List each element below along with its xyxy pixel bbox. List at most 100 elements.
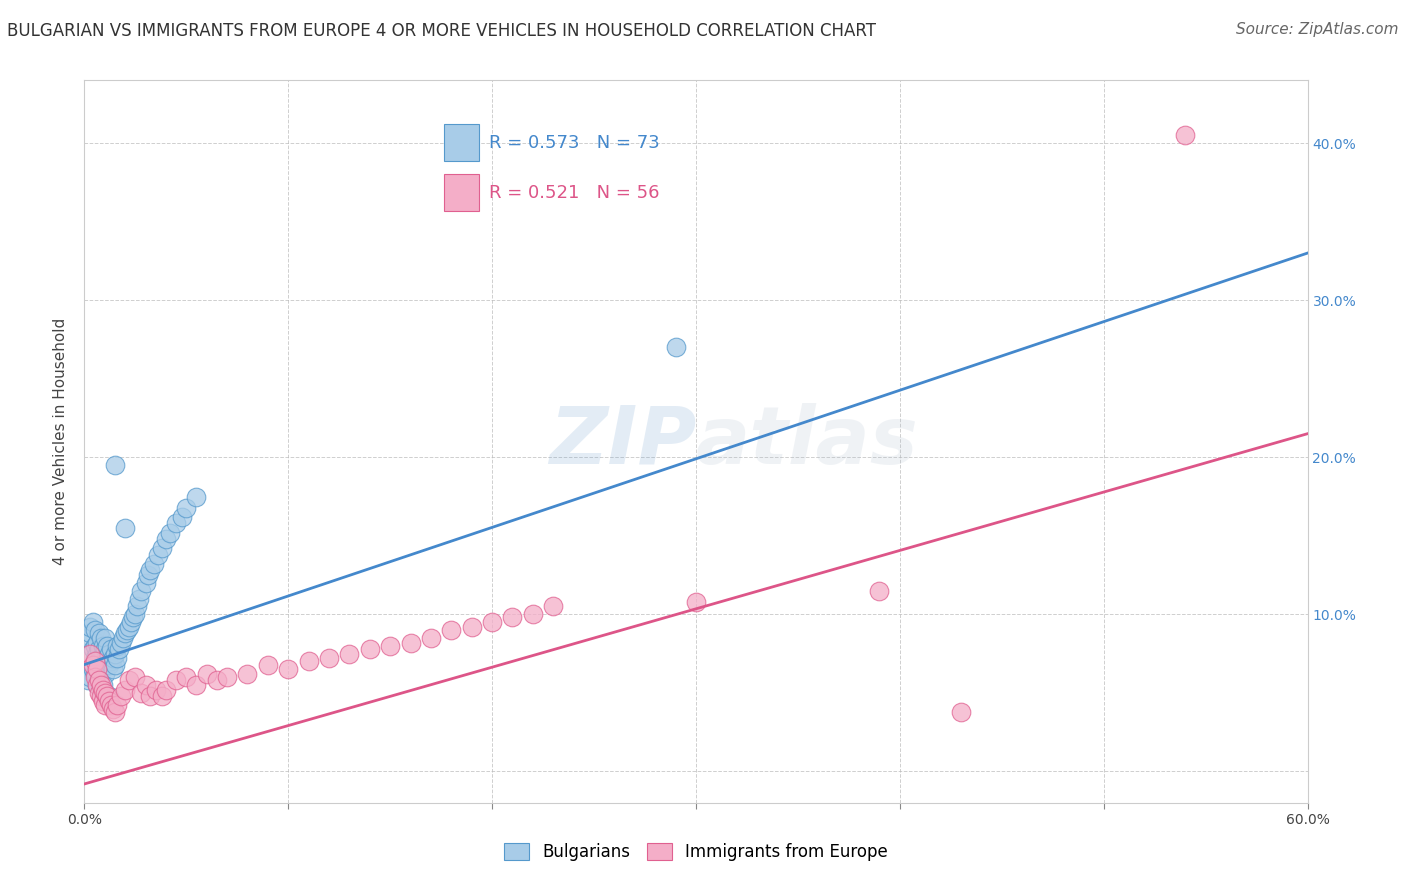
Point [174,670,197,684]
Point [138,563,160,577]
Point [420,631,443,645]
Point [104,647,127,661]
Point [97,657,120,672]
Point [91,639,114,653]
Point [186,490,208,504]
Point [91,657,114,672]
Point [122,610,145,624]
Point [665,340,688,354]
Point [93,631,115,645]
Point [522,607,544,622]
Point [104,657,127,672]
Point [100,641,122,656]
Point [87,686,110,700]
Point [114,626,136,640]
Text: atlas: atlas [696,402,918,481]
Point [127,599,149,614]
Point [91,694,114,708]
Point [136,568,159,582]
Legend: Bulgarians, Immigrants from Europe: Bulgarians, Immigrants from Europe [498,837,894,868]
Point [96,639,118,653]
Point [155,532,177,546]
Point [108,641,131,656]
Point [90,682,112,697]
Point [83,667,105,681]
Point [86,662,108,676]
Point [150,541,173,556]
Y-axis label: 4 or more Vehicles in Household: 4 or more Vehicles in Household [53,318,69,566]
Point [93,686,115,700]
Point [105,651,128,665]
Point [79,620,101,634]
Point [97,694,120,708]
Point [277,662,299,676]
Point [87,626,110,640]
Point [93,655,115,669]
Point [93,641,115,656]
Point [155,682,177,697]
Point [83,623,105,637]
Point [86,657,108,672]
Point [339,647,361,661]
Point [82,615,104,630]
Point [90,689,112,703]
Point [105,639,128,653]
Point [165,673,187,688]
Point [101,662,124,676]
Point [87,673,110,688]
Point [150,689,173,703]
Point [110,689,132,703]
Point [101,651,124,665]
Text: BULGARIAN VS IMMIGRANTS FROM EUROPE 4 OR MORE VEHICLES IN HOUSEHOLD CORRELATION : BULGARIAN VS IMMIGRANTS FROM EUROPE 4 OR… [7,22,876,40]
Point [86,647,108,661]
Point [440,623,463,637]
Point [138,689,160,703]
Point [97,647,120,661]
Point [110,635,132,649]
Point [77,631,100,645]
Point [82,641,104,656]
Point [543,599,565,614]
Point [93,686,115,700]
Point [114,682,136,697]
Point [86,678,108,692]
Point [236,667,259,681]
Point [87,655,110,669]
Point [114,521,136,535]
Point [131,686,153,700]
Point [112,631,135,645]
Point [97,689,120,703]
Point [950,705,973,719]
Point [83,639,105,653]
Point [115,623,138,637]
Point [91,647,114,661]
Point [165,516,187,531]
Point [135,678,157,692]
Point [186,678,208,692]
Point [93,667,115,681]
Point [83,651,105,665]
Point [1174,128,1197,143]
Point [101,701,124,715]
Point [172,510,194,524]
Point [91,682,114,697]
Point [135,575,157,590]
Point [87,673,110,688]
Point [90,631,112,645]
Point [118,620,141,634]
Point [142,557,165,571]
Point [205,673,228,688]
Point [87,641,110,656]
Point [83,655,105,669]
Point [869,583,891,598]
Point [77,673,100,688]
Point [105,698,128,713]
Point [91,678,114,692]
Point [257,657,280,672]
Text: Source: ZipAtlas.com: Source: ZipAtlas.com [1236,22,1399,37]
Point [100,698,122,713]
Point [104,705,127,719]
Point [79,626,101,640]
Point [380,639,402,653]
Point [79,647,101,661]
